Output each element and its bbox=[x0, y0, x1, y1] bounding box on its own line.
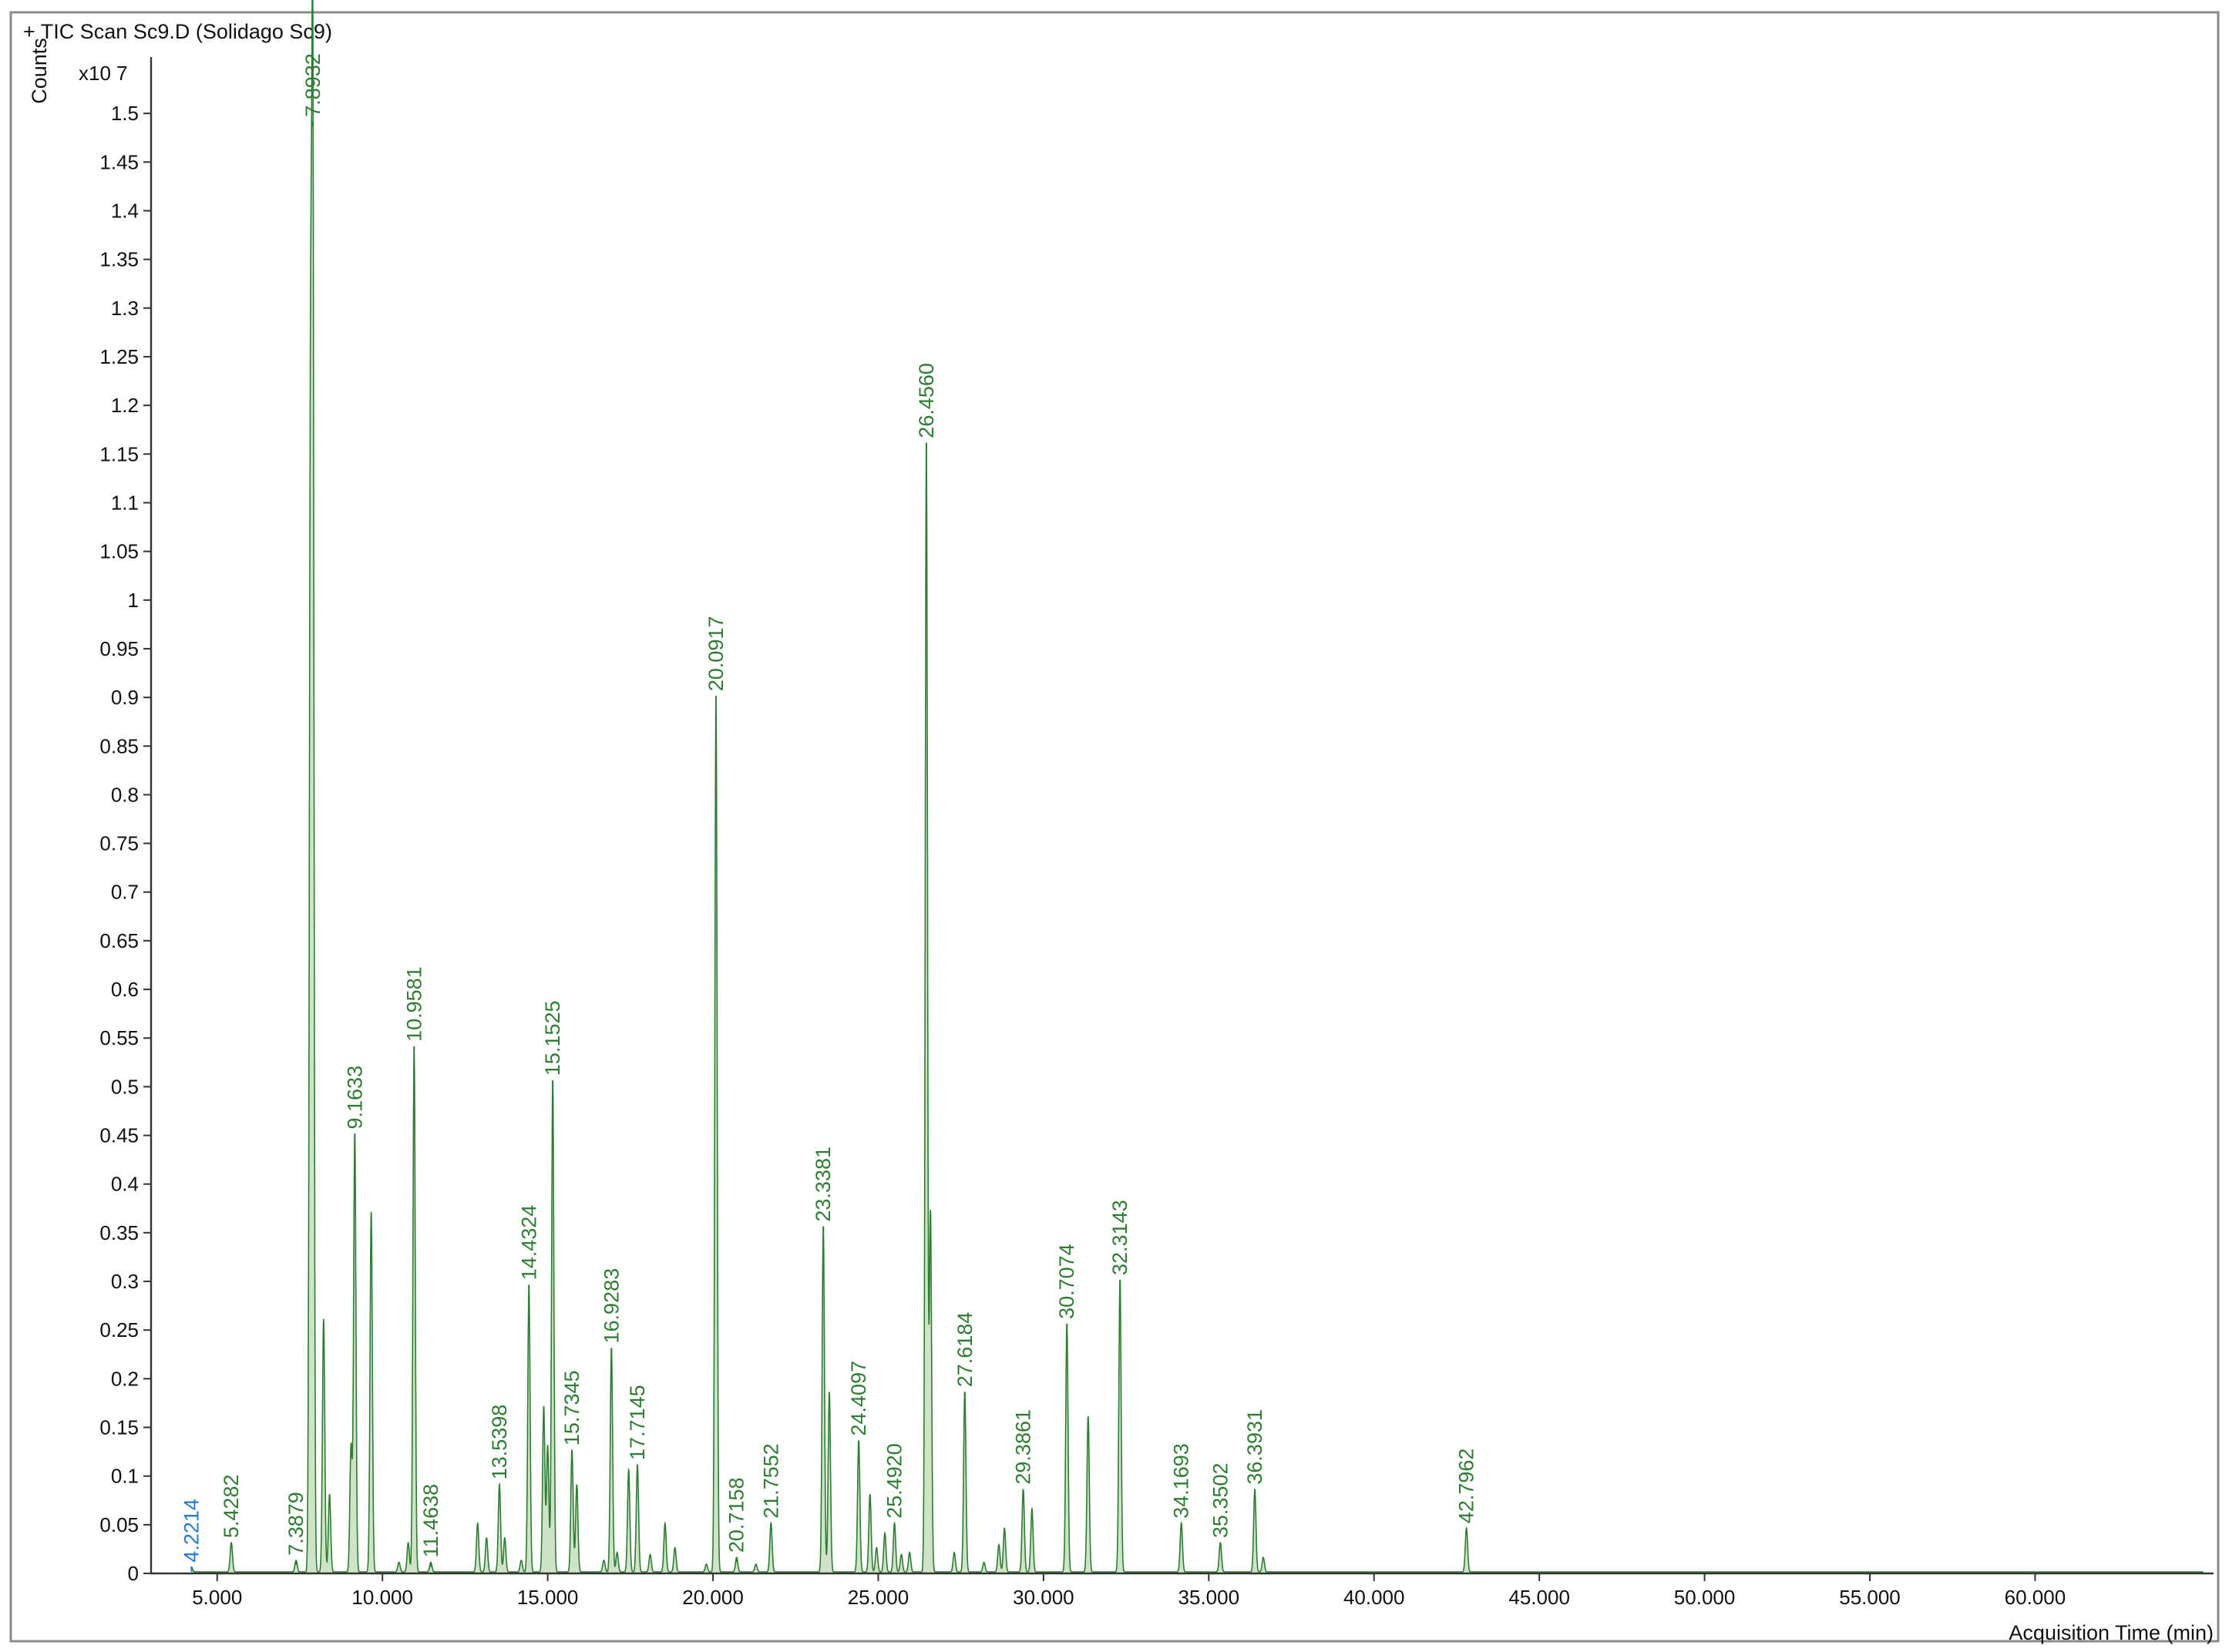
peak-label: 4.2214 bbox=[180, 1499, 203, 1563]
peak-label: 30.7074 bbox=[1055, 1244, 1078, 1319]
peak-label: 35.3502 bbox=[1209, 1462, 1232, 1538]
peak-label: 23.3381 bbox=[812, 1147, 835, 1222]
y-tick-label: 0.15 bbox=[99, 1416, 139, 1439]
peak-label: 7.3879 bbox=[284, 1492, 308, 1556]
y-tick-label: 0.6 bbox=[111, 978, 139, 1001]
peak-label: 9.1633 bbox=[343, 1066, 366, 1130]
y-tick-label: 1.5 bbox=[111, 102, 139, 125]
peak-label: 15.7345 bbox=[560, 1370, 583, 1446]
peak-label: 5.4282 bbox=[220, 1475, 243, 1539]
peak-label: 26.4560 bbox=[915, 363, 938, 438]
y-tick-label: 0.8 bbox=[111, 783, 139, 806]
peak-label: 20.7158 bbox=[725, 1477, 748, 1553]
y-tick-label: 0.75 bbox=[99, 832, 139, 855]
trace-line bbox=[190, 0, 2204, 1573]
y-tick-label: 0.25 bbox=[99, 1318, 139, 1341]
y-tick-label: 1.4 bbox=[111, 199, 139, 222]
y-tick-label: 1.45 bbox=[99, 150, 139, 173]
peak-label: 32.3143 bbox=[1108, 1200, 1131, 1275]
y-tick-label: 0.4 bbox=[111, 1173, 139, 1196]
y-tick-label: 0.85 bbox=[99, 734, 139, 757]
x-tick-label: 30.000 bbox=[1013, 1586, 1074, 1609]
peak-label: 17.7145 bbox=[626, 1385, 649, 1460]
peak-label: 29.3861 bbox=[1012, 1409, 1035, 1485]
peak-label: 14.4324 bbox=[517, 1205, 540, 1281]
y-tick-label: 0.65 bbox=[99, 929, 139, 952]
x-axis-label: Acquisition Time (min) bbox=[2009, 1621, 2214, 1644]
chromatogram-trace bbox=[190, 0, 2204, 1573]
y-tick-label: 0.05 bbox=[99, 1513, 139, 1536]
x-tick-label: 10.000 bbox=[351, 1586, 413, 1609]
chart-title: + TIC Scan Sc9.D (Solidago Sc9) bbox=[23, 20, 332, 43]
x-tick-label: 20.000 bbox=[682, 1586, 744, 1609]
y-tick-label: 0.95 bbox=[99, 637, 139, 660]
y-tick-label: 0 bbox=[128, 1562, 139, 1585]
y-tick-label: 1.35 bbox=[99, 248, 139, 271]
x-tick-label: 35.000 bbox=[1178, 1586, 1240, 1609]
axes bbox=[150, 57, 2214, 1575]
x-tick-label: 55.000 bbox=[1839, 1586, 1901, 1609]
peak-labels: 4.2214 5.4282 7.3879 7.8932 9.1633 10.9581 11.… bbox=[180, 53, 1478, 1572]
peak-label: 24.4097 bbox=[847, 1361, 870, 1436]
y-tick-label: 0.55 bbox=[99, 1026, 139, 1049]
peak-label: 25.4920 bbox=[883, 1443, 906, 1519]
x-tick-label: 50.000 bbox=[1674, 1586, 1736, 1609]
x-tick-label: 15.000 bbox=[517, 1586, 579, 1609]
y-tick-label: 1.25 bbox=[99, 345, 139, 368]
y-tick-label: 0.3 bbox=[111, 1270, 139, 1293]
y-tick-label: 1.3 bbox=[111, 297, 139, 320]
y-tick-label: 1.15 bbox=[99, 442, 139, 465]
x-tick-label: 5.000 bbox=[192, 1586, 242, 1609]
x-tick-label: 60.000 bbox=[2005, 1586, 2066, 1609]
peak-label: 20.0917 bbox=[704, 616, 728, 691]
peak-label: 11.4638 bbox=[419, 1484, 442, 1558]
axis-ticks: 5.000 10.000 15.000 20.000 25.000 30.000 35.00… bbox=[99, 102, 2066, 1609]
peak-label: 27.6184 bbox=[953, 1312, 977, 1388]
peak-label: 13.5398 bbox=[488, 1405, 511, 1480]
y-tick-label: 0.7 bbox=[111, 881, 139, 904]
y-axis-label: Counts bbox=[28, 38, 51, 104]
peak-label: 34.1693 bbox=[1170, 1443, 1193, 1519]
x-tick-label: 25.000 bbox=[848, 1586, 909, 1609]
y-tick-label: 0.5 bbox=[111, 1075, 139, 1098]
x-tick-label: 40.000 bbox=[1343, 1586, 1405, 1609]
y-tick-label: 1.2 bbox=[111, 394, 139, 417]
peak-label: 16.9283 bbox=[600, 1268, 623, 1344]
peak-label: 15.1525 bbox=[541, 1000, 564, 1076]
peak-label: 42.7962 bbox=[1455, 1449, 1478, 1524]
y-tick-label: 0.1 bbox=[111, 1465, 139, 1488]
y-tick-label: 0.9 bbox=[111, 686, 139, 709]
x-tick-label: 45.000 bbox=[1508, 1586, 1570, 1609]
chart-frame bbox=[9, 11, 2220, 1643]
y-multiplier-label: x10 7 bbox=[79, 62, 128, 85]
y-tick-label: 0.45 bbox=[99, 1124, 139, 1147]
y-tick-label: 1 bbox=[128, 589, 139, 612]
y-tick-label: 0.2 bbox=[111, 1367, 139, 1390]
y-tick-label: 1.1 bbox=[111, 491, 139, 514]
peak-label: 10.9581 bbox=[402, 966, 425, 1042]
peak-label: 7.8932 bbox=[301, 53, 324, 117]
peak-label: 36.3931 bbox=[1243, 1409, 1266, 1485]
y-tick-label: 1.05 bbox=[99, 540, 139, 563]
peak-label: 21.7552 bbox=[759, 1443, 782, 1519]
y-tick-label: 0.35 bbox=[99, 1221, 139, 1244]
